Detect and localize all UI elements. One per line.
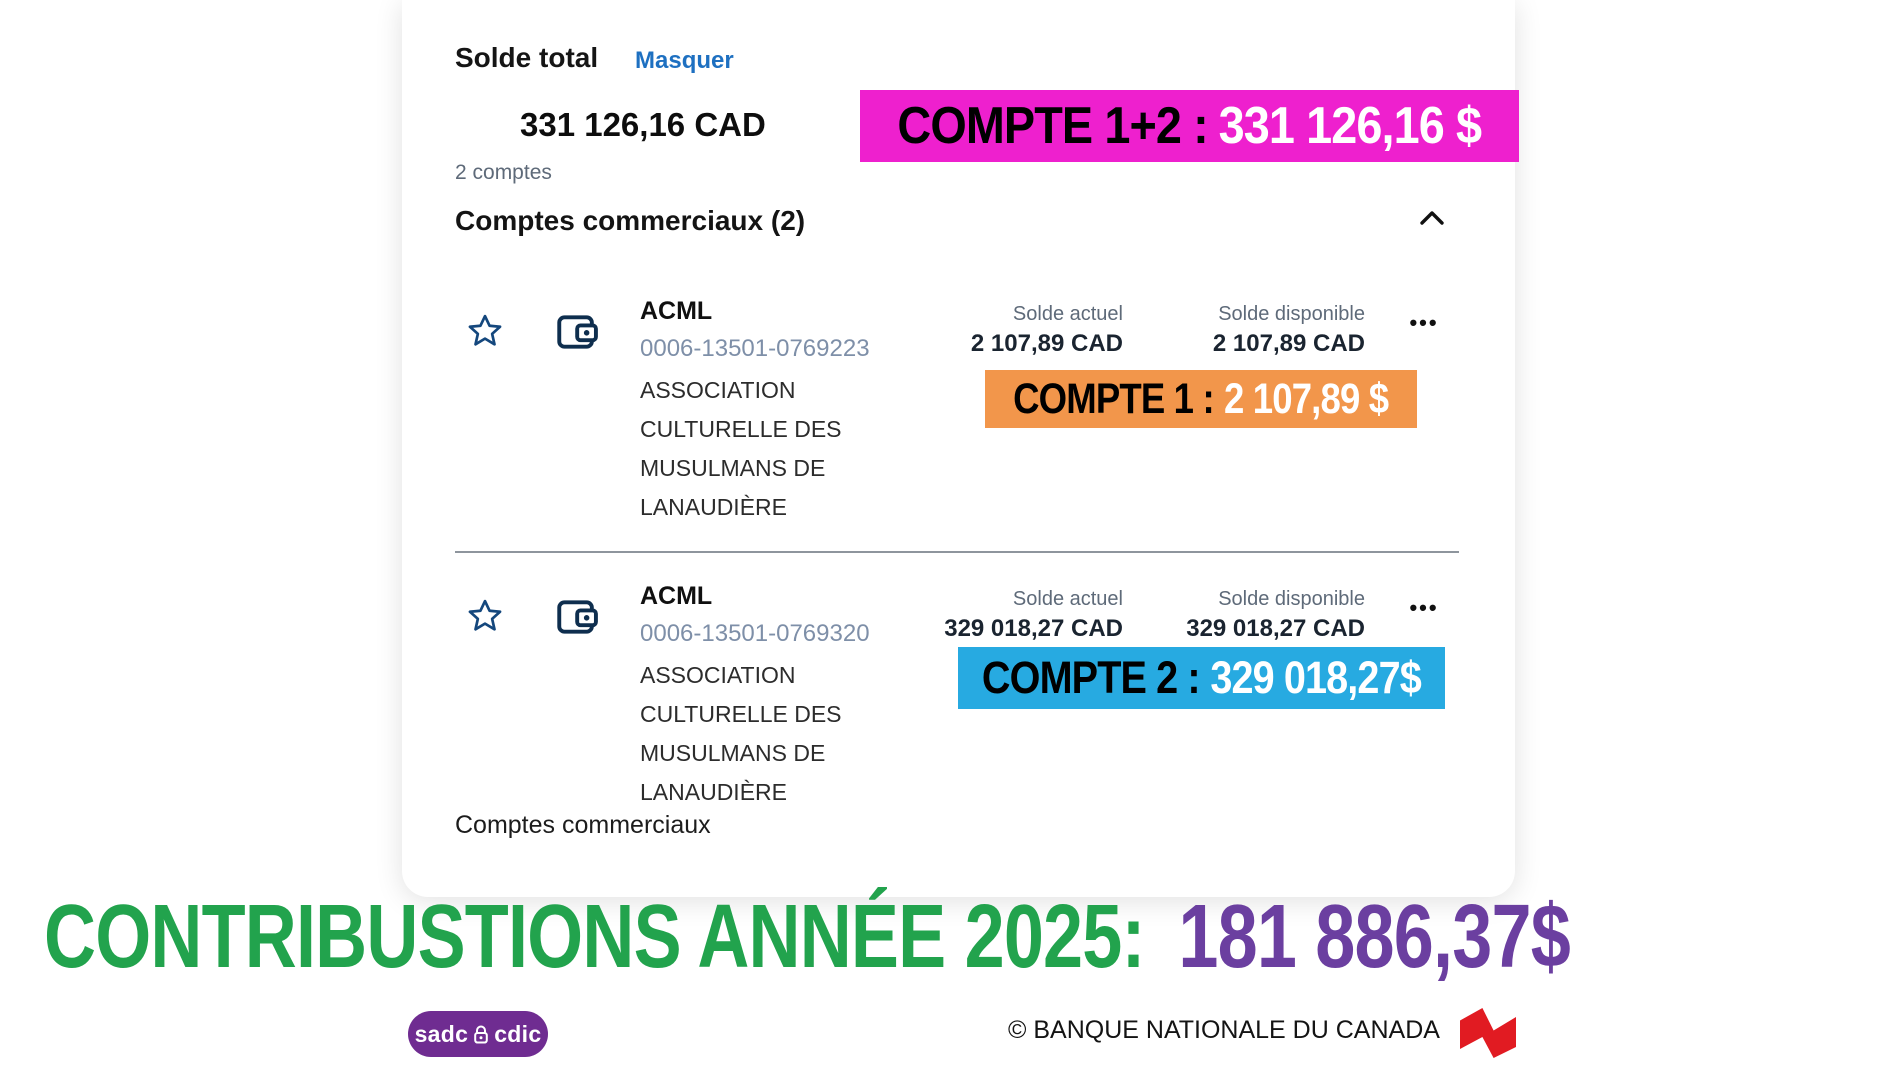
- current-balance-amount: 2 107,89 CAD: [970, 330, 1123, 357]
- annotation-total-box: COMPTE 1+2 : 331 126,16 $: [860, 90, 1519, 162]
- available-balance-label: Solde disponible: [1218, 303, 1365, 325]
- collapse-section-button[interactable]: [1412, 202, 1452, 236]
- account-holder-name: ASSOCIATION CULTURELLE DES MUSULMANS DE …: [640, 371, 842, 527]
- current-balance-label: Solde actuel: [1012, 303, 1123, 325]
- contributions-annotation: CONTRIBUSTIONS ANNÉE 2025: 181 886,37$: [44, 892, 1571, 982]
- holder-line: MUSULMANS DE: [640, 740, 826, 766]
- current-balance-amount: 329 018,27 CAD: [944, 615, 1123, 642]
- wallet-icon: [556, 311, 600, 353]
- annotation-total-value: 331 126,16 $: [1218, 97, 1482, 155]
- lock-icon: [474, 1025, 488, 1043]
- account-name: ACML: [640, 582, 713, 610]
- cdic-logo-right-text: cdic: [494, 1020, 542, 1047]
- favorite-star-button[interactable]: [462, 595, 508, 639]
- cdic-sadc-logo: sadc cdic: [408, 1011, 548, 1057]
- annotation-total-label: COMPTE 1+2 :: [897, 97, 1209, 155]
- annotation-account1-box: COMPTE 1 : 2 107,89 $: [985, 370, 1417, 428]
- account-name: ACML: [640, 297, 713, 325]
- annotation-account2-label: COMPTE 2 :: [982, 652, 1201, 703]
- row-divider: [455, 551, 1459, 553]
- more-options-button[interactable]: •••: [1398, 306, 1450, 340]
- section-footer-label: Comptes commerciaux: [455, 811, 711, 839]
- holder-line: ASSOCIATION: [640, 662, 796, 688]
- contributions-label: CONTRIBUSTIONS ANNÉE 2025:: [44, 887, 1146, 987]
- available-balance-amount: 329 018,27 CAD: [1186, 615, 1365, 642]
- accounts-count: 2 comptes: [455, 161, 552, 184]
- holder-line: CULTURELLE DES: [640, 701, 842, 727]
- holder-line: MUSULMANS DE: [640, 455, 826, 481]
- bnc-flag-logo: [1460, 1008, 1516, 1058]
- contributions-value: 181 886,37$: [1178, 887, 1570, 987]
- account-number: 0006-13501-0769223: [640, 335, 870, 362]
- copyright-text: © BANQUE NATIONALE DU CANADA: [1008, 1016, 1440, 1044]
- account-holder-name: ASSOCIATION CULTURELLE DES MUSULMANS DE …: [640, 656, 842, 812]
- hide-balance-link[interactable]: Masquer: [635, 47, 734, 74]
- account-number: 0006-13501-0769320: [640, 620, 870, 647]
- balance-title: Solde total: [455, 42, 599, 73]
- total-balance-amount: 331 126,16 CAD: [520, 106, 766, 143]
- section-title: Comptes commerciaux (2): [455, 205, 806, 236]
- holder-line: ASSOCIATION: [640, 377, 796, 403]
- annotation-account2-value: 329 018,27$: [1210, 652, 1421, 703]
- current-balance-label: Solde actuel: [1012, 588, 1123, 610]
- holder-line: LANAUDIÈRE: [640, 779, 787, 805]
- available-balance-label: Solde disponible: [1218, 588, 1365, 610]
- favorite-star-button[interactable]: [462, 310, 508, 354]
- holder-line: LANAUDIÈRE: [640, 494, 787, 520]
- wallet-icon: [556, 596, 600, 638]
- more-options-button[interactable]: •••: [1398, 591, 1450, 625]
- annotation-account1-value: 2 107,89 $: [1224, 374, 1389, 423]
- annotation-account2-box: COMPTE 2 : 329 018,27$: [958, 647, 1445, 709]
- annotation-account1-label: COMPTE 1 :: [1013, 374, 1215, 423]
- star-icon: [468, 314, 502, 346]
- available-balance-amount: 2 107,89 CAD: [1212, 330, 1365, 357]
- chevron-up-icon: [1420, 210, 1444, 225]
- cdic-logo-left-text: sadc: [414, 1020, 469, 1047]
- star-icon: [468, 599, 502, 631]
- holder-line: CULTURELLE DES: [640, 416, 842, 442]
